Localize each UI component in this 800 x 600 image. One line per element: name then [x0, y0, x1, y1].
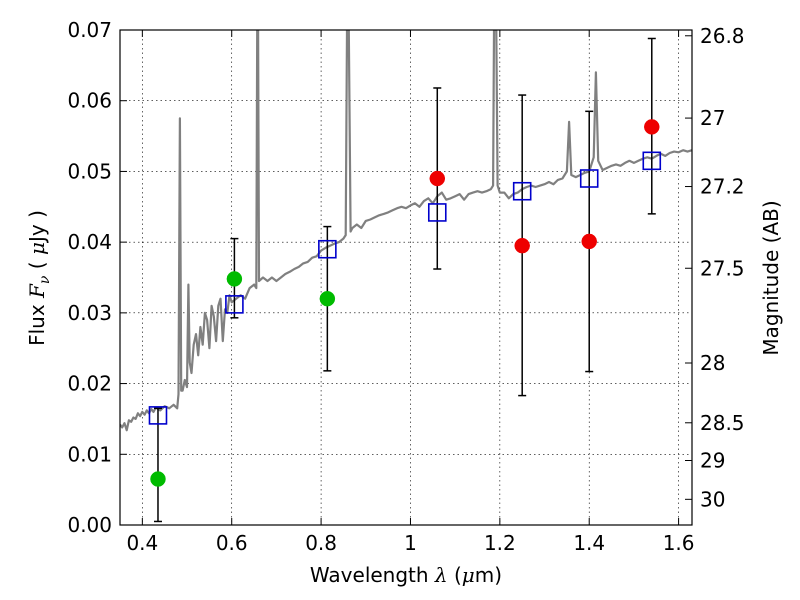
observed-ir-point: [644, 119, 660, 135]
model-photometry-square: [642, 151, 662, 171]
x-tick-label: 1.6: [663, 531, 695, 555]
observed-optical-point: [226, 271, 243, 287]
x-tick-label: 0.8: [305, 531, 337, 555]
observed-ir-point: [514, 237, 530, 254]
x-tick-label: 0.6: [216, 531, 248, 555]
observed-optical-point: [150, 471, 166, 487]
plot-frame: [119, 29, 693, 526]
x-tick-label: 1: [404, 531, 417, 555]
spectrum-line: [120, 30, 692, 432]
x-tick-label: 0.4: [126, 531, 158, 555]
y2-tick-label: 27.5: [700, 256, 745, 280]
y-tick-label: 0.01: [67, 442, 112, 466]
grid-lines: [120, 29, 692, 526]
y-tick-label: 0.06: [67, 89, 112, 113]
model-photometry-square: [427, 203, 447, 222]
y2-tick-label: 29: [700, 449, 725, 473]
model-photometry-square: [318, 239, 337, 259]
spectrum-layer: [120, 30, 692, 432]
y-tick-labels: 0.00 0.01 0.02 0.03 0.04 0.05 0.06 0.07: [67, 18, 112, 537]
model-photometry-square: [512, 181, 532, 201]
y-tick-label: 0.03: [67, 301, 112, 325]
x-tick-label: 1.4: [573, 531, 605, 555]
y-tick-label: 0.00: [67, 513, 112, 537]
y-axis-title: Flux Fν ( μJy ): [25, 210, 53, 346]
y2-tick-label: 26.8: [700, 24, 745, 48]
y-tick-label: 0.04: [67, 230, 112, 254]
x-axis-title: Wavelength λ (μm): [310, 563, 502, 587]
y2-tick-labels: 26.8 27 27.2 27.5 28 28.5 29 30: [700, 24, 745, 512]
y2-tick-label: 27: [700, 106, 725, 130]
model-photometry-square: [148, 406, 168, 425]
observed-ir-point: [429, 170, 446, 187]
model-photometry-square: [225, 295, 244, 314]
model-photometry-square: [579, 169, 599, 188]
tick-marks: [120, 29, 692, 526]
observed-ir-point: [581, 233, 597, 250]
y2-tick-label: 27.2: [700, 175, 745, 199]
observed-optical-point: [319, 290, 336, 307]
x-tick-label: 1.2: [484, 531, 516, 555]
marker-layer: [148, 119, 662, 487]
y2-tick-label: 28: [700, 351, 725, 375]
y-tick-label: 0.05: [67, 159, 112, 183]
x-tick-labels: 0.4 0.6 0.8 1 1.2 1.4 1.6: [126, 531, 694, 555]
y-tick-label: 0.07: [67, 18, 112, 42]
y2-tick-label: 30: [700, 487, 725, 511]
y2-axis-title: Magnitude (AB): [759, 200, 783, 355]
y-tick-label: 0.02: [67, 372, 112, 396]
y2-tick-label: 28.5: [700, 411, 745, 435]
